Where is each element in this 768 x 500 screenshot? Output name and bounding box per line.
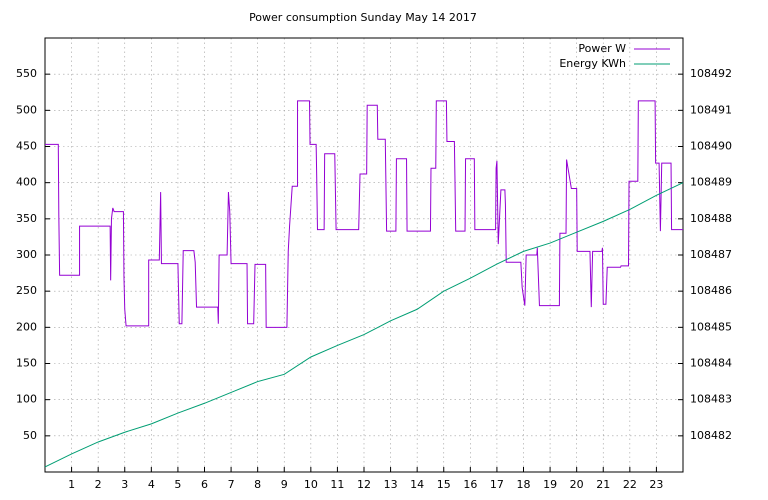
y2-tick-label: 108491 [690, 103, 732, 116]
x-tick-label: 8 [254, 478, 261, 491]
y2-tick-label: 108482 [690, 429, 732, 442]
x-tick-label: 6 [201, 478, 208, 491]
y2-tick-label: 108490 [690, 140, 732, 153]
legend-label: Energy KWh [559, 57, 626, 70]
y2-tick-label: 108485 [690, 320, 732, 333]
y-tick-label: 150 [16, 357, 37, 370]
plot-border [44, 37, 684, 473]
y2-tick-label: 108488 [690, 212, 732, 225]
y-tick-label: 50 [23, 429, 37, 442]
x-tick-label: 23 [649, 478, 663, 491]
x-tick-label: 21 [596, 478, 610, 491]
y2-tick-label: 108492 [690, 67, 732, 80]
x-tick-label: 12 [357, 478, 371, 491]
x-tick-label: 5 [174, 478, 181, 491]
x-tick-label: 10 [304, 478, 318, 491]
y-tick-label: 550 [16, 67, 37, 80]
x-tick-label: 22 [623, 478, 637, 491]
y2-tick-label: 108489 [690, 176, 732, 189]
x-tick-label: 19 [543, 478, 557, 491]
x-tick-label: 4 [148, 478, 155, 491]
y-tick-label: 500 [16, 103, 37, 116]
y-tick-label: 350 [16, 212, 37, 225]
series-line [45, 100, 683, 328]
x-tick-label: 1 [68, 478, 75, 491]
x-tick-label: 16 [463, 478, 477, 491]
x-tick-label: 18 [517, 478, 531, 491]
y2-tick-label: 108483 [690, 393, 732, 406]
x-tick-label: 17 [490, 478, 504, 491]
x-tick-label: 15 [437, 478, 451, 491]
y2-tick-label: 108486 [690, 284, 732, 297]
y-tick-label: 300 [16, 248, 37, 261]
y-tick-label: 200 [16, 320, 37, 333]
x-tick-label: 2 [95, 478, 102, 491]
y-tick-label: 100 [16, 393, 37, 406]
chart-title: Power consumption Sunday May 14 2017 [249, 11, 477, 24]
series-line [44, 182, 684, 468]
y2-tick-label: 108484 [690, 357, 732, 370]
y-tick-label: 450 [16, 140, 37, 153]
legend-label: Power W [578, 42, 626, 55]
x-tick-label: 3 [121, 478, 128, 491]
x-tick-label: 13 [384, 478, 398, 491]
x-tick-label: 20 [570, 478, 584, 491]
y-tick-label: 250 [16, 284, 37, 297]
x-tick-label: 7 [228, 478, 235, 491]
x-tick-label: 9 [281, 478, 288, 491]
y2-tick-label: 108487 [690, 248, 732, 261]
y-tick-label: 400 [16, 176, 37, 189]
x-tick-label: 14 [410, 478, 424, 491]
x-tick-label: 11 [330, 478, 344, 491]
